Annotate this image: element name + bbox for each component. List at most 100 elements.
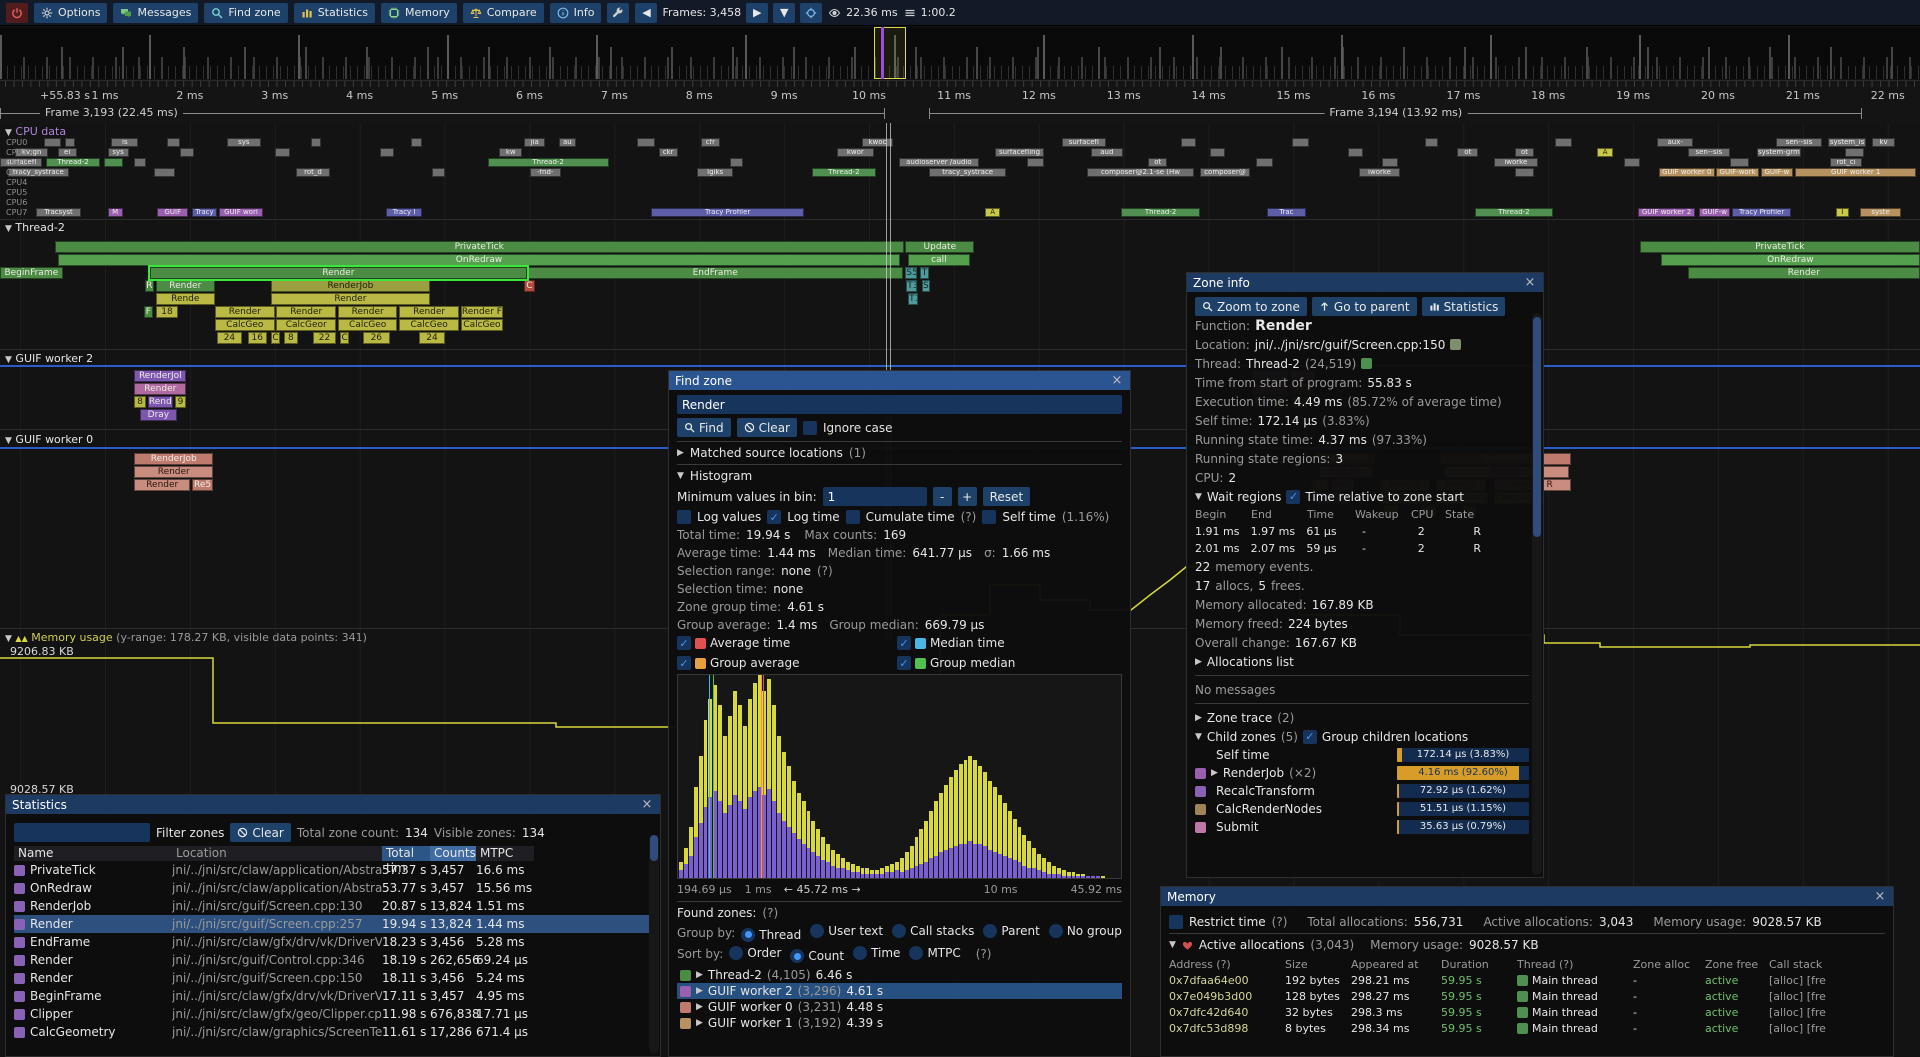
cpu-zone-segment[interactable] bbox=[311, 138, 321, 147]
zone-group-row[interactable]: ▶ GUIF worker 2 (3,296) 4.61 s bbox=[677, 983, 1122, 999]
restrict-time-checkbox[interactable]: ✓ bbox=[1169, 915, 1183, 929]
timeline-zone[interactable]: Render bbox=[270, 293, 431, 305]
help-marker[interactable]: (?) bbox=[762, 906, 779, 920]
cpu-zone-segment[interactable]: Thread-2 bbox=[812, 168, 876, 177]
cpu-zone-segment[interactable]: GUIF worl bbox=[218, 208, 264, 217]
zone-group-row[interactable]: ▶ GUIF worker 0 (3,231) 4.48 s bbox=[677, 999, 1122, 1015]
allocation-row[interactable]: 0x7e049b3d00 128 bytes 298.27 ms 59.95 s… bbox=[1169, 988, 1885, 1004]
close-icon[interactable]: × bbox=[1111, 373, 1123, 388]
timeline-zone[interactable]: 22 bbox=[312, 332, 336, 344]
timeline-zone[interactable]: 16 bbox=[247, 332, 267, 344]
cpu-zone-segment[interactable]: system_is bbox=[1827, 138, 1867, 147]
timeline-zone[interactable]: Render bbox=[399, 306, 459, 318]
active-allocations-header[interactable]: ▼ Active allocations (3,043) Memory usag… bbox=[1169, 938, 1539, 952]
cpu-zone-segment[interactable] bbox=[1514, 168, 1535, 177]
cpu-zone-segment[interactable]: sys bbox=[226, 138, 262, 147]
timeline-zone[interactable]: CalcGeo bbox=[337, 319, 398, 331]
legend-item[interactable]: ✓ Group average bbox=[677, 656, 882, 670]
timeline-zone[interactable]: 9 bbox=[174, 396, 187, 408]
thread2-header[interactable]: ▼ Thread-2 bbox=[5, 221, 65, 234]
cpu-zone-segment[interactable]: ckr bbox=[658, 148, 678, 157]
cpu-zone-segment[interactable] bbox=[1027, 158, 1045, 167]
timeline-zone[interactable]: 8 bbox=[134, 396, 146, 408]
radio-option[interactable]: Time bbox=[853, 945, 900, 960]
stats-table-row[interactable]: OnRedraw jni/../jni/src/claw/application… bbox=[14, 879, 652, 897]
help-marker[interactable]: (?) bbox=[1271, 915, 1288, 929]
timeline-zone[interactable]: T bbox=[919, 267, 930, 279]
cpu-zone-segment[interactable]: kv;gn bbox=[15, 148, 48, 157]
cpu-zone-segment[interactable]: Thread-2 bbox=[487, 158, 609, 167]
allocations-list-header[interactable]: ▶ Allocations list bbox=[1195, 654, 1294, 669]
cpu-zone-segment[interactable]: Tracy Profiler bbox=[650, 208, 805, 217]
power-button[interactable] bbox=[6, 2, 28, 23]
timeline-zone[interactable]: C bbox=[524, 280, 535, 292]
timeline-zone[interactable]: RenderJob bbox=[270, 280, 431, 292]
cpu-zone-segment[interactable]: surfacefl bbox=[0, 158, 43, 167]
timeline-zone[interactable]: CalcGeo bbox=[399, 319, 459, 331]
timeline-zone[interactable]: C bbox=[270, 332, 281, 344]
help-marker[interactable]: (?) bbox=[975, 947, 992, 962]
time-ruler[interactable]: +55.83 s 1 ms 2 ms 3 ms 4 ms 5 ms 6 ms 7 ms 8 m… bbox=[0, 80, 1920, 104]
cpu-zone-segment[interactable] bbox=[380, 148, 394, 157]
timeline-zone[interactable]: 24 bbox=[418, 332, 446, 344]
timeline-zone[interactable]: 26 bbox=[362, 332, 390, 344]
cpu-zone-segment[interactable]: aud bbox=[1090, 148, 1124, 157]
free-callstack-link[interactable]: [fre bbox=[1806, 1005, 1826, 1019]
zone-trace-header[interactable]: ▶ Zone trace (2) bbox=[1195, 710, 1295, 725]
filter-zones-input[interactable] bbox=[14, 823, 150, 842]
cpu-zone-segment[interactable] bbox=[1382, 158, 1398, 167]
options-button[interactable]: Options bbox=[34, 2, 108, 23]
increase-bin-button[interactable]: + bbox=[957, 487, 977, 506]
radio-option[interactable]: Call stacks bbox=[892, 924, 974, 938]
col-begin[interactable]: Begin bbox=[1195, 508, 1227, 521]
statistics-button[interactable]: Statistics bbox=[1421, 297, 1506, 316]
cpu-zone-segment[interactable] bbox=[1555, 138, 1573, 147]
alloc-address[interactable]: 0x7dfaa64e00 bbox=[1169, 973, 1249, 987]
histogram-header[interactable]: ▼ Histogram bbox=[677, 469, 753, 483]
cpu-zone-segment[interactable]: GUIF-work bbox=[1716, 168, 1759, 177]
allocation-row[interactable]: 0x7dfc53d898 8 bytes 298.34 ms 59.95 s M… bbox=[1169, 1020, 1885, 1036]
memory-usage-header[interactable]: ▼ ▲▲ Memory usage (y-range: 178.27 KB, v… bbox=[5, 631, 367, 644]
cpu-zone-segment[interactable]: surfacefling bbox=[994, 148, 1045, 157]
legend-item[interactable]: ✓ Average time bbox=[677, 636, 882, 650]
cpu-zone-segment[interactable] bbox=[1729, 158, 1750, 167]
cpu-zone-segment[interactable]: GUIF worker 1 bbox=[1795, 168, 1917, 177]
cpu-zone-segment[interactable]: ot bbox=[1457, 148, 1479, 157]
relative-time-checkbox[interactable]: ✓ bbox=[1286, 489, 1301, 504]
timeline-zone[interactable]: Update bbox=[905, 241, 975, 253]
cpu-zone-segment[interactable]: Tracy bbox=[192, 208, 217, 217]
cpu-zone-segment[interactable] bbox=[432, 168, 446, 177]
child-zone-row[interactable]: CalcRenderNodes 51.51 µs (1.15%) bbox=[1195, 800, 1529, 818]
cpu-zone-segment[interactable]: ot bbox=[1514, 148, 1535, 157]
alloc-address[interactable]: 0x7dfc53d898 bbox=[1169, 1021, 1249, 1035]
col-wakeup[interactable]: Wakeup bbox=[1355, 508, 1399, 521]
timeline-zone[interactable]: Rend bbox=[147, 396, 173, 408]
cpu-zone-segment[interactable]: M bbox=[107, 208, 123, 217]
cpu-zone-segment[interactable]: ot bbox=[1148, 158, 1168, 167]
prev-frame-button[interactable]: ◀ bbox=[635, 2, 658, 23]
scrollbar[interactable] bbox=[1532, 313, 1542, 875]
info-button[interactable]: Info bbox=[549, 2, 602, 23]
timeline-zone[interactable]: CalcGeo bbox=[460, 319, 504, 331]
frame-dropdown-button[interactable]: ▼ bbox=[773, 2, 796, 23]
log-time-checkbox[interactable]: ✓ bbox=[767, 510, 782, 524]
timeline-zone[interactable]: T3 bbox=[906, 280, 917, 292]
cpu-zone-segment[interactable]: system-grm bbox=[1756, 148, 1801, 157]
frame-overview-strip[interactable] bbox=[0, 27, 1920, 79]
column-header-mtpc[interactable]: MTPC bbox=[476, 846, 534, 861]
cpu-zone-segment[interactable] bbox=[729, 158, 744, 167]
cpu-zone-segment[interactable] bbox=[1209, 148, 1225, 157]
timeline-zone[interactable]: R bbox=[144, 280, 154, 292]
cpu-zone-segment[interactable]: kwoc bbox=[862, 138, 893, 147]
col-zone-free[interactable]: Zone free bbox=[1705, 957, 1759, 971]
statistics-titlebar[interactable]: Statistics × bbox=[6, 795, 660, 814]
messages-button[interactable]: Messages bbox=[113, 2, 199, 23]
timeline-zone[interactable]: OnRedraw bbox=[57, 254, 901, 266]
timeline-zone[interactable]: Render bbox=[1687, 267, 1920, 279]
view-range-indicator[interactable] bbox=[873, 27, 907, 79]
timeline-zone[interactable]: CalcGeor bbox=[276, 319, 336, 331]
child-zone-row[interactable]: Submit 35.63 µs (0.79%) bbox=[1195, 818, 1529, 836]
ignore-case-checkbox[interactable]: ✓ bbox=[802, 420, 817, 435]
legend-checkbox[interactable]: ✓ bbox=[897, 636, 911, 650]
radio-option[interactable]: Order bbox=[729, 945, 781, 960]
